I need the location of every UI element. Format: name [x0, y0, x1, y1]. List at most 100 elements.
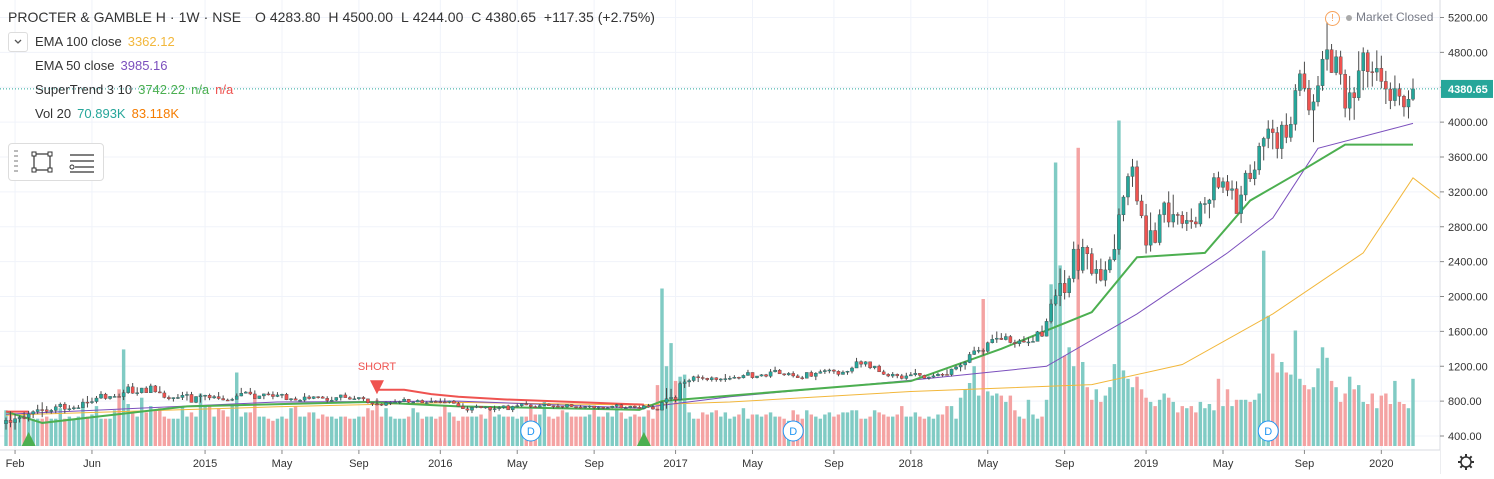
drag-handle[interactable]	[14, 150, 18, 174]
volume-bar	[1284, 372, 1289, 446]
candle-body	[1343, 74, 1347, 109]
candle-body	[1148, 230, 1153, 246]
price-axis[interactable]	[1440, 0, 1494, 474]
candle-body	[768, 371, 773, 377]
time-tick-label: 2015	[193, 458, 217, 470]
dividend-marker[interactable]	[520, 420, 542, 442]
candle-body	[696, 376, 700, 378]
candle-body	[1071, 248, 1076, 279]
candle-body	[624, 407, 628, 409]
volume-bar	[872, 410, 877, 446]
candle-body	[1175, 214, 1180, 216]
volume-bar	[687, 412, 691, 446]
volume-bar	[642, 416, 646, 446]
candle-body	[108, 396, 112, 399]
time-tick-label: May	[977, 458, 998, 470]
candle-body	[1135, 166, 1139, 202]
candle-body	[673, 397, 678, 401]
time-axis[interactable]	[0, 450, 1440, 474]
volume-bar	[198, 393, 203, 446]
candle-body	[411, 401, 415, 404]
candle-body	[782, 373, 786, 376]
candle-body	[1356, 70, 1361, 98]
candle-body	[1103, 269, 1108, 281]
volume-bar	[678, 376, 682, 446]
rectangle-tool-button[interactable]	[29, 150, 55, 174]
candle-body	[257, 395, 262, 399]
candle-body	[1379, 68, 1384, 82]
candle-body	[655, 408, 660, 411]
candle-body	[207, 394, 212, 399]
candle-body	[393, 401, 397, 404]
volume-bar	[931, 418, 936, 446]
volume-bar	[167, 418, 171, 446]
candle-body	[524, 403, 529, 406]
supertrend-line	[5, 143, 1413, 424]
candle-body	[298, 399, 302, 402]
volume-bar	[673, 380, 678, 446]
candle-body	[1361, 52, 1366, 71]
candle-body	[185, 394, 189, 396]
candle-body	[275, 394, 280, 397]
volume-bar	[1352, 389, 1356, 446]
volume-bar	[1130, 387, 1135, 446]
candle-body	[1058, 283, 1062, 296]
candle-body	[709, 377, 714, 380]
volume-bar	[1257, 393, 1261, 446]
candle-body	[348, 397, 352, 400]
candle-body	[800, 377, 805, 379]
volume-bar	[1004, 401, 1008, 446]
volume-bar	[728, 418, 732, 446]
candle-body	[284, 394, 289, 401]
candle-body	[148, 385, 153, 393]
candle-body	[357, 397, 361, 399]
dividend-marker[interactable]	[1257, 420, 1279, 442]
candle-body	[1044, 321, 1049, 337]
candle-body	[112, 396, 117, 398]
volume-bar	[420, 418, 424, 446]
volume-bar	[221, 410, 225, 446]
candle-body	[117, 396, 121, 398]
drawing-toolbox[interactable]	[8, 143, 104, 181]
volume-bar	[1203, 408, 1207, 446]
candle-body	[447, 400, 452, 403]
volume-bar	[1397, 401, 1402, 446]
volume-bar	[447, 412, 452, 446]
volume-bar	[316, 418, 320, 446]
volume-bar	[1076, 147, 1080, 447]
volume-bar	[1311, 387, 1316, 446]
volume-bar	[854, 410, 859, 446]
volume-bar	[1343, 393, 1347, 446]
candle-body	[44, 409, 49, 412]
volume-bar	[406, 416, 411, 446]
gear-icon[interactable]	[1458, 454, 1474, 470]
volume-bar	[1094, 389, 1099, 446]
candle-body	[646, 405, 651, 408]
candle-body	[1411, 88, 1415, 100]
candle-body	[972, 350, 976, 355]
volume-bar	[492, 416, 497, 446]
candle-body	[741, 375, 746, 379]
volume-bar	[117, 389, 121, 446]
candle-body	[158, 391, 162, 394]
volume-bar	[411, 408, 415, 446]
candle-body	[823, 370, 827, 372]
volume-bar	[1090, 399, 1094, 446]
volume-bar	[348, 418, 352, 446]
volume-bar	[153, 410, 158, 446]
candle-body	[492, 408, 497, 410]
candle-body	[1085, 247, 1090, 254]
candle-body	[443, 401, 447, 404]
volume-bar	[1099, 401, 1103, 446]
candle-body	[483, 406, 488, 409]
volume-bar	[1022, 418, 1026, 446]
dividend-marker[interactable]	[782, 420, 804, 442]
candle-body	[596, 407, 601, 409]
object-tree-button[interactable]	[67, 150, 94, 174]
collapse-indicators-button[interactable]	[8, 32, 28, 52]
volume-bar	[1261, 250, 1266, 446]
volume-bar	[1144, 397, 1148, 446]
volume-bar	[1166, 397, 1171, 446]
